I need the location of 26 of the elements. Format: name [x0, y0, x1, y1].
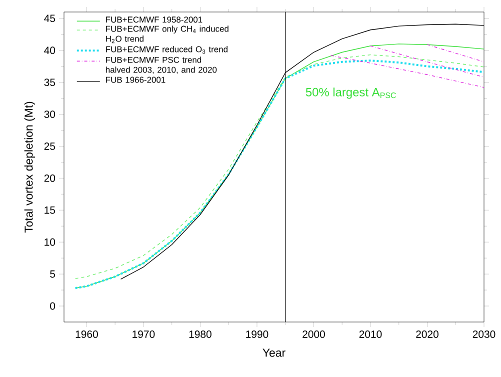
y-tick-label: 0 — [50, 302, 56, 310]
y-tick-label: 20 — [44, 174, 56, 182]
x-tick-label: 1980 — [189, 330, 212, 338]
y-tick-label: 40 — [44, 46, 56, 54]
y-tick-label: 5 — [50, 270, 56, 278]
legend-label: FUB+ECMWF reduced O$_{3}$ trend — [106, 46, 228, 54]
y-tick-label: 35 — [44, 78, 56, 86]
annotation: 50% largest A$_{PSC}$ — [306, 88, 396, 99]
y-tick-label: 10 — [44, 238, 56, 246]
y-tick-label: 15 — [44, 206, 56, 214]
x-tick-label: 1960 — [76, 330, 98, 338]
x-tick-label: 2030 — [472, 330, 496, 338]
x-tick-label: 2010 — [359, 330, 382, 338]
y-axis-title: Total vortex depletion (Mt) — [24, 102, 35, 233]
x-tick-label: 2020 — [416, 330, 438, 338]
legend-label: FUB+ECMWF PSC trend halved 2003, 2010, and 2020 — [106, 56, 217, 74]
legend-label: FUB+ECMWF 1958-2001 — [106, 16, 202, 23]
x-tick-label: 1970 — [132, 330, 155, 338]
y-tick-label: 30 — [44, 110, 56, 118]
y-tick-label: 45 — [44, 14, 56, 22]
x-axis-title: Year — [262, 348, 286, 357]
x-tick-label: 1990 — [246, 330, 268, 338]
x-tick-label: 2000 — [302, 330, 325, 338]
legend-label: FUB 1966-2001 — [106, 76, 166, 83]
line-series — [330, 55, 484, 88]
y-tick-label: 25 — [44, 142, 56, 150]
